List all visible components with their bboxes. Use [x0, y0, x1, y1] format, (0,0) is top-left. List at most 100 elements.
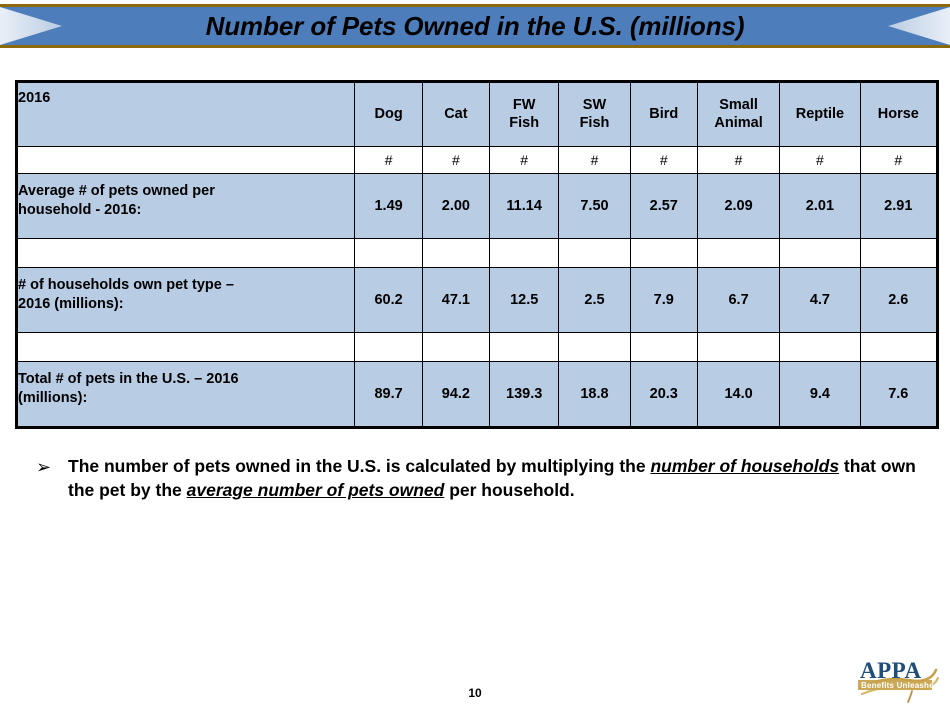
table-unit-row: # # # # # # # #: [16, 146, 938, 174]
header-col-cat-line1: Cat: [444, 105, 468, 122]
unit-cell: #: [558, 146, 631, 174]
row-label-households-own-pet-type: # of households own pet type – 2016 (mil…: [16, 267, 356, 333]
unit-cell: #: [859, 146, 938, 174]
data-cell: 2.00: [421, 173, 491, 239]
row-label-line2: (millions):: [18, 390, 88, 407]
header-col-small-animal-line2: Animal: [714, 114, 763, 131]
table-row: Average # of pets owned per household - …: [16, 173, 938, 239]
page-number: 10: [468, 686, 482, 700]
appa-tagline: Benefits Unleashed: [861, 681, 939, 690]
table-spacer-row: [16, 332, 938, 362]
header-col-horse: Horse: [859, 82, 938, 147]
data-cell: 2.57: [629, 173, 698, 239]
row-label-line1: # of households own pet type –: [18, 277, 234, 293]
spacer-cell: [859, 332, 938, 362]
spacer-cell: [421, 332, 491, 362]
data-cell: 12.5: [489, 267, 560, 333]
bullet-emphasis-number-of-households: number of households: [650, 456, 840, 476]
spacer-cell: [16, 332, 356, 362]
data-cell: 2.09: [696, 173, 781, 239]
row-label-line1: Total # of pets in the U.S. – 2016: [18, 371, 239, 387]
unit-cell: #: [489, 146, 560, 174]
spacer-cell: [859, 238, 938, 268]
header-col-sw-fish: SW Fish: [558, 82, 631, 147]
data-cell: 94.2: [421, 361, 491, 427]
header-col-horse-line1: Horse: [877, 105, 919, 122]
bullet-text-part1: The number of pets owned in the U.S. is …: [68, 456, 651, 476]
spacer-cell: [489, 238, 560, 268]
header-col-small-animal-line1: Small: [719, 96, 758, 113]
header-col-dog-line1: Dog: [374, 105, 403, 122]
spacer-cell: [779, 238, 861, 268]
data-cell: 7.50: [558, 173, 631, 239]
data-cell: 2.5: [558, 267, 631, 333]
spacer-cell: [629, 238, 698, 268]
row-label-line2: 2016 (millions):: [18, 296, 124, 313]
tagline-band: [858, 680, 932, 690]
spacer-cell: [489, 332, 560, 362]
bullet-emphasis-average-number-of-pets-owned: average number of pets owned: [186, 480, 445, 501]
spacer-cell: [558, 332, 631, 362]
header-col-dog: Dog: [354, 82, 423, 147]
table-row: Total # of pets in the U.S. – 2016 (mill…: [16, 361, 938, 427]
banner-bottom-rule: [0, 45, 950, 48]
header-col-cat: Cat: [421, 82, 491, 147]
data-cell: 11.14: [489, 173, 560, 239]
spacer-cell: [629, 332, 698, 362]
unit-cell: #: [629, 146, 698, 174]
spacer-cell: [16, 238, 356, 268]
title-banner: Number of Pets Owned in the U.S. (millio…: [0, 4, 950, 48]
data-cell: 89.7: [354, 361, 423, 427]
row-label-line2: household - 2016:: [18, 202, 142, 219]
banner-background: [0, 7, 950, 45]
row-label-average-pets-per-household: Average # of pets owned per household - …: [16, 173, 356, 239]
data-cell: 20.3: [629, 361, 698, 427]
header-col-fw-fish: FW Fish: [489, 82, 560, 147]
leash-clip: [907, 690, 913, 703]
unit-cell: #: [696, 146, 781, 174]
data-cell: 2.01: [779, 173, 861, 239]
unit-cell: #: [421, 146, 491, 174]
spacer-cell: [779, 332, 861, 362]
data-cell: 2.91: [859, 173, 938, 239]
slide-title: Number of Pets Owned in the U.S. (millio…: [205, 11, 745, 41]
data-cell: 9.4: [779, 361, 861, 427]
data-cell: 60.2: [354, 267, 423, 333]
spacer-cell: [354, 238, 423, 268]
header-corner-label: 2016: [16, 82, 356, 147]
data-cell: 47.1: [421, 267, 491, 333]
pets-table-container: 2016 Dog Cat FW Fish SW Fish Bird: [15, 80, 939, 434]
data-cell: 14.0: [696, 361, 781, 427]
header-col-reptile: Reptile: [779, 82, 861, 147]
header-col-sw-fish-line1: SW: [582, 96, 607, 113]
header-col-reptile-line1: Reptile: [795, 105, 845, 122]
row-label-line1: Average # of pets owned per: [18, 183, 215, 199]
pets-table: 2016 Dog Cat FW Fish SW Fish Bird: [16, 82, 938, 427]
header-col-bird-line1: Bird: [649, 105, 679, 122]
spacer-cell: [354, 332, 423, 362]
bullet-text: The number of pets owned in the U.S. is …: [68, 454, 916, 502]
spacer-cell: [558, 238, 631, 268]
unit-row-label: [16, 146, 356, 174]
header-col-bird: Bird: [629, 82, 698, 147]
data-cell: 7.6: [859, 361, 938, 427]
data-cell: 6.7: [696, 267, 781, 333]
data-cell: 7.9: [629, 267, 698, 333]
header-col-fw-fish-line2: Fish: [509, 114, 540, 131]
header-col-sw-fish-line2: Fish: [579, 114, 610, 131]
table-spacer-row: [16, 238, 938, 268]
bullet-text-part2: that own the pet by the: [68, 456, 916, 501]
unit-cell: #: [779, 146, 861, 174]
header-col-small-animal: Small Animal: [696, 82, 781, 147]
bullet-paragraph: ➢ The number of pets owned in the U.S. i…: [36, 454, 916, 502]
header-col-fw-fish-line1: FW: [512, 96, 536, 113]
appa-logo-graphic: APPA Benefits Unleashed: [858, 658, 940, 703]
table-header-row: 2016 Dog Cat FW Fish SW Fish Bird: [16, 82, 938, 147]
table-row: # of households own pet type – 2016 (mil…: [16, 267, 938, 333]
spacer-cell: [696, 332, 781, 362]
appa-logo: APPA Benefits Unleashed: [852, 654, 944, 706]
unit-cell: #: [354, 146, 423, 174]
data-cell: 139.3: [489, 361, 560, 427]
row-label-total-pets-in-us: Total # of pets in the U.S. – 2016 (mill…: [16, 361, 356, 427]
spacer-cell: [421, 238, 491, 268]
